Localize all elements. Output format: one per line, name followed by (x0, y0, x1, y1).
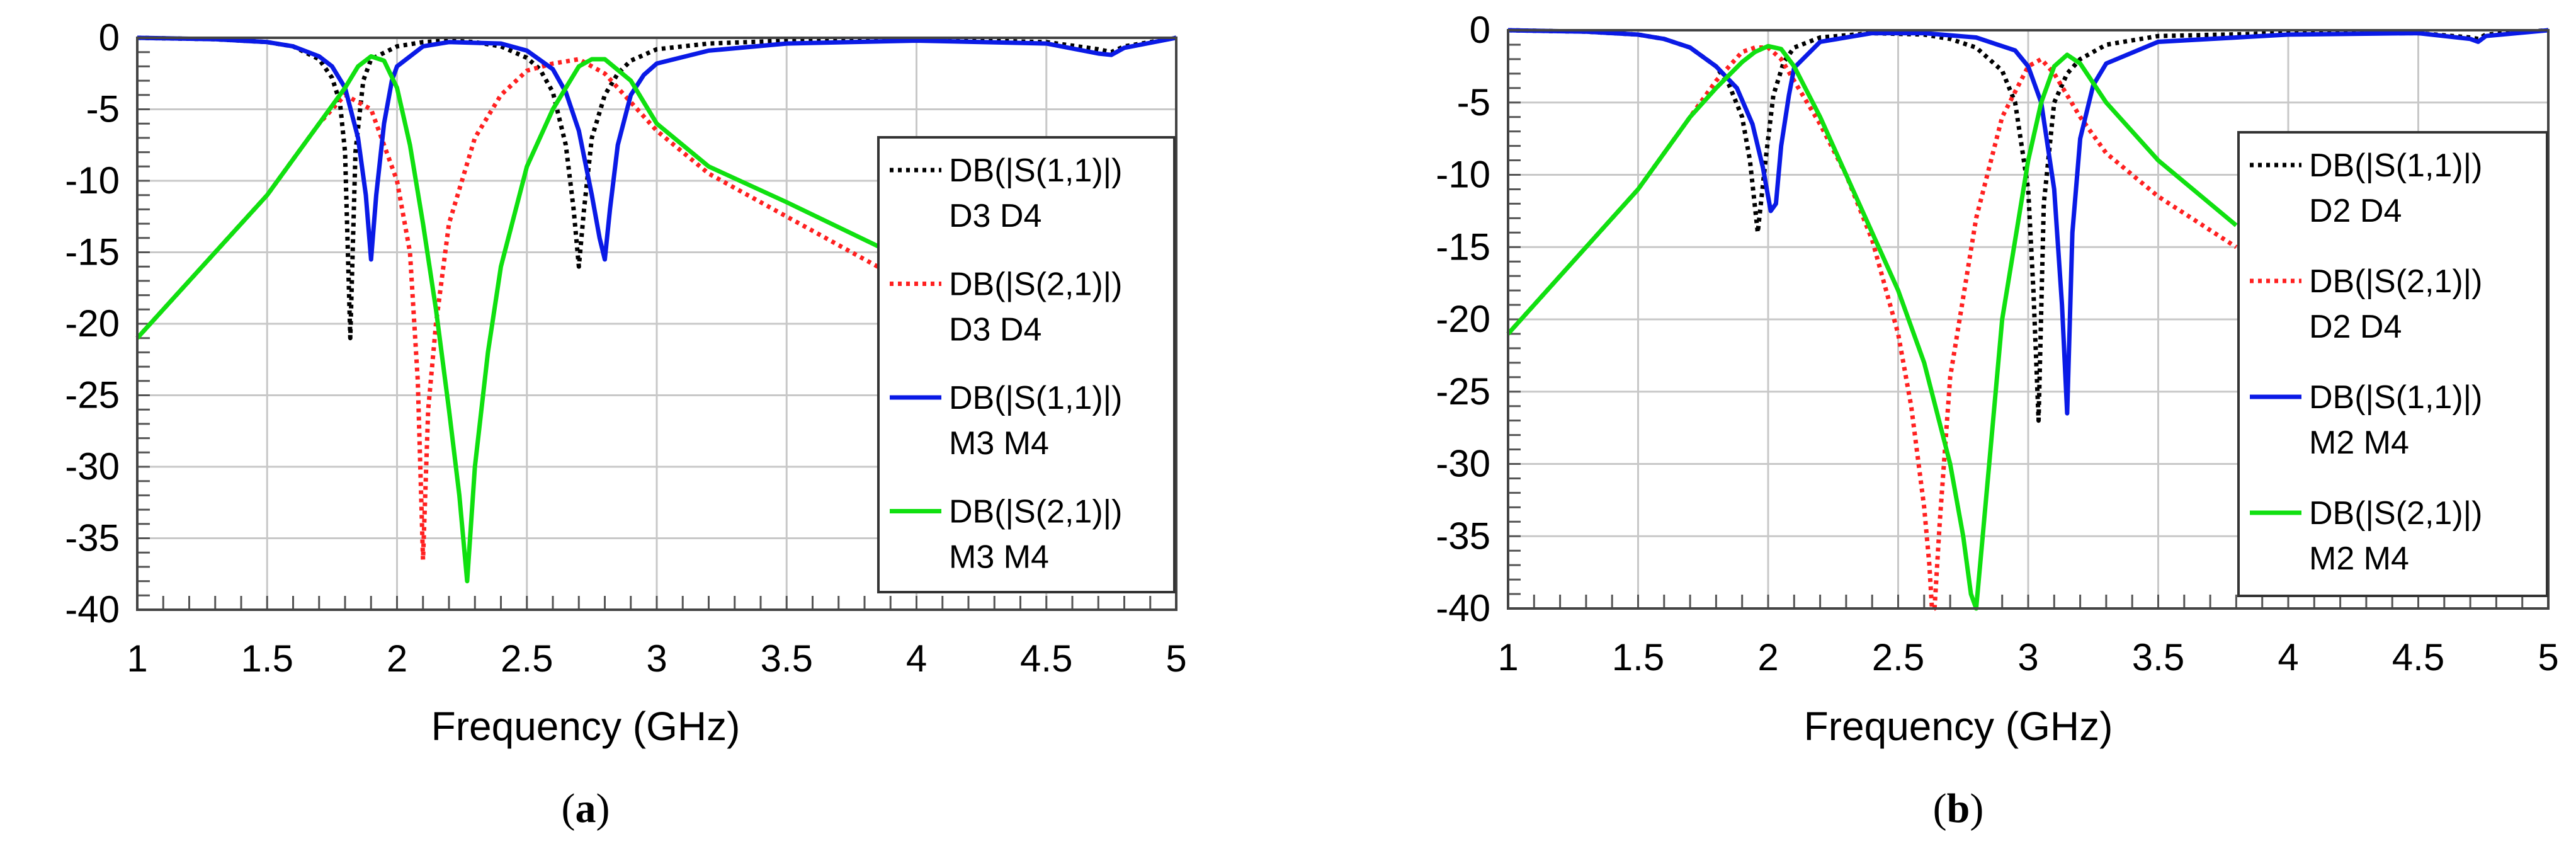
x-tick-label: 4 (906, 637, 927, 680)
x-tick-label: 3 (2017, 636, 2038, 678)
y-tick-label: 0 (1470, 9, 1490, 51)
legend-label: DB(|S(1,1)|) (949, 380, 1123, 416)
x-tick-label: 4.5 (2392, 636, 2444, 678)
series-group (1506, 28, 2549, 611)
x-tick-label: 1 (1497, 636, 1518, 678)
series-line-3 (1507, 28, 2549, 416)
x-tick-label: 2 (1757, 636, 1778, 678)
legend-item: DB(|S(2,1)|) D3 D4 (890, 266, 1123, 348)
legend-item: DB(|S(2,1)|) D2 D4 (2250, 263, 2483, 345)
y-tick-label: -25 (1436, 370, 1490, 413)
x-tick-label: 2.5 (501, 637, 553, 680)
x-tick-label: 3.5 (761, 637, 813, 680)
x-tick-label: 4 (2278, 636, 2298, 678)
y-tick-label: -20 (1436, 298, 1490, 340)
chart-panel-2: 1 1.5 2 2.5 3 3.5 4 4.5 5 0 -5 -10 -15 -20 -25 -30 -35 -4… (1436, 9, 2558, 831)
series-line-4 (1506, 43, 2238, 611)
series-group (135, 35, 1177, 584)
x-axis-label: Frequency (GHz) (1804, 704, 2113, 749)
panel-label: (b) (1933, 785, 1984, 831)
legend-item: DB(|S(1,1)|) M3 M4 (890, 380, 1123, 462)
y-tick-label: 0 (99, 16, 120, 59)
legend-label: DB(|S(2,1)|) (2309, 495, 2483, 532)
legend-label: M2 M4 (2309, 425, 2409, 461)
y-tick-label: -30 (1436, 443, 1490, 485)
legend-box (877, 136, 1176, 593)
minor-ticks (136, 37, 1177, 611)
y-tick-label: -10 (1436, 154, 1490, 196)
x-tick-label: 4.5 (1020, 637, 1072, 680)
y-tick-label: -35 (65, 517, 120, 559)
y-tick-label: -30 (65, 445, 120, 488)
legend-item: DB(|S(1,1)|) D3 D4 (890, 152, 1123, 234)
y-tick-label: -5 (1457, 81, 1490, 123)
series-line-2 (1506, 45, 2238, 611)
x-tick-label: 1.5 (1612, 636, 1664, 678)
chart-panel-1: 1 1.5 2 2.5 3 3.5 4 4.5 5 0 -5 -10 -15 -20 -25 -30 -35 -4… (65, 16, 1186, 831)
panel-label: (a) (562, 785, 610, 831)
x-tick-label: 5 (2538, 636, 2558, 678)
legend-label: D3 D4 (949, 312, 1041, 348)
y-tick-label: -35 (1436, 515, 1490, 557)
legend-item: DB(|S(2,1)|) M2 M4 (2250, 495, 2483, 577)
y-tick-label: -40 (65, 588, 120, 631)
legend-label: M3 M4 (949, 425, 1049, 462)
x-tick-label: 3 (646, 637, 667, 680)
y-tick-label: -40 (1436, 587, 1490, 629)
y-tick-label: -10 (65, 159, 120, 202)
legend-label: DB(|S(2,1)|) (949, 266, 1123, 303)
legend-box (2237, 131, 2548, 597)
x-tick-label: 1 (127, 637, 147, 680)
x-tick-label: 2.5 (1872, 636, 1924, 678)
series-line-2 (135, 57, 892, 562)
legend-label: M2 M4 (2309, 540, 2409, 577)
legend-item: DB(|S(2,1)|) M3 M4 (890, 494, 1123, 576)
x-axis-label: Frequency (GHz) (431, 704, 740, 749)
plot-frame (136, 37, 1177, 611)
x-tick-label: 5 (1166, 637, 1186, 680)
legend-item: DB(|S(1,1)|) M2 M4 (2250, 379, 2483, 461)
y-tick-label: -25 (65, 374, 120, 416)
y-tick-label: -5 (86, 88, 120, 130)
legend-label: DB(|S(2,1)|) (949, 494, 1123, 530)
legend-item: DB(|S(1,1)|) D2 D4 (2250, 147, 2483, 229)
legend-label: D3 D4 (949, 198, 1041, 234)
x-tick-label: 3.5 (2132, 636, 2184, 678)
x-tick-label: 1.5 (241, 637, 293, 680)
legend-label: DB(|S(2,1)|) (2309, 263, 2483, 300)
y-tick-label: -15 (65, 231, 120, 273)
legend-label: DB(|S(1,1)|) (2309, 379, 2483, 416)
x-tick-label: 2 (387, 637, 407, 680)
y-tick-label: -15 (1436, 226, 1490, 268)
legend-label: DB(|S(1,1)|) (949, 152, 1123, 189)
series-line-1 (137, 35, 1177, 341)
y-tick-label: -20 (65, 302, 120, 345)
legend-label: M3 M4 (949, 539, 1049, 576)
series-line-4 (135, 54, 892, 584)
legend-label: DB(|S(1,1)|) (2309, 147, 2483, 184)
legend-label: D2 D4 (2309, 309, 2402, 345)
legend-label: D2 D4 (2309, 193, 2402, 229)
